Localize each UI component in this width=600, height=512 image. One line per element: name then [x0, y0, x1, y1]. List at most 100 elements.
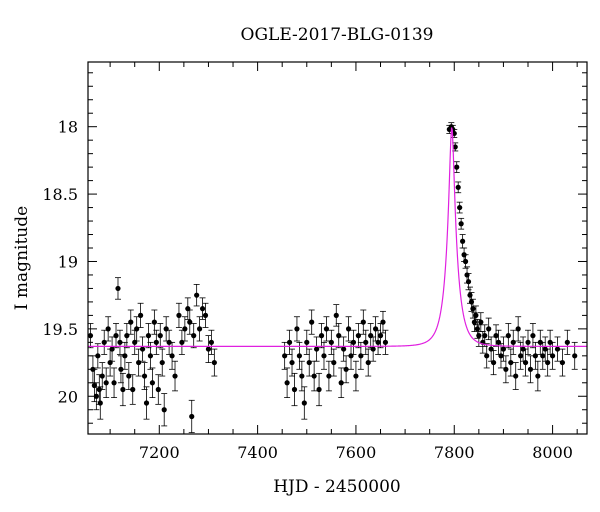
data-point	[508, 359, 514, 366]
data-point	[370, 346, 376, 352]
data-point	[172, 373, 178, 379]
data-point	[289, 359, 295, 366]
data-point	[537, 339, 543, 345]
data-point	[564, 339, 570, 345]
data-point	[360, 319, 366, 325]
data-point	[377, 333, 384, 339]
data-point	[454, 164, 460, 170]
data-point	[343, 366, 349, 372]
model-curve-group	[88, 127, 587, 347]
data-point	[328, 339, 334, 345]
data-point	[484, 353, 490, 359]
data-point	[518, 353, 524, 359]
data-point	[187, 319, 193, 325]
data-point	[559, 359, 566, 366]
data-point	[554, 346, 561, 352]
data-point	[532, 353, 538, 359]
data-point	[139, 346, 146, 352]
data-point	[503, 366, 509, 372]
data-point	[306, 359, 312, 366]
data-point	[382, 339, 389, 345]
data-point	[91, 382, 97, 389]
data-point	[194, 292, 200, 298]
axis-ticks: 7200 7400 7600 7800 8000 18 18.5 19 19.5 20	[42, 62, 587, 462]
data-point	[107, 359, 113, 366]
x-tick-label: 7600	[336, 443, 377, 462]
data-point	[161, 407, 167, 413]
data-point	[169, 353, 175, 359]
data-point	[90, 366, 96, 372]
data-point	[530, 333, 536, 339]
data-point	[87, 333, 94, 339]
data-point	[458, 221, 464, 227]
data-point	[141, 373, 148, 379]
data-point	[149, 380, 156, 386]
data-point	[196, 326, 203, 332]
data-point	[455, 184, 461, 190]
x-tick-label: 7800	[434, 443, 475, 462]
data-point	[182, 326, 188, 332]
data-point	[126, 373, 132, 379]
data-point	[153, 339, 159, 345]
data-point	[358, 353, 364, 359]
data-point	[460, 238, 466, 244]
error-bars	[87, 122, 578, 434]
data-point	[515, 326, 521, 332]
data-point	[176, 312, 182, 318]
data-point	[166, 339, 172, 345]
x-tick-label: 8000	[532, 443, 573, 462]
data-point	[316, 386, 322, 393]
data-point	[540, 353, 546, 359]
data-point	[510, 339, 516, 345]
data-point	[95, 353, 101, 359]
data-point	[208, 339, 214, 345]
data-point	[130, 386, 136, 393]
data-point	[113, 333, 119, 339]
y-tick-label: 20	[58, 387, 78, 406]
data-point	[117, 339, 123, 345]
data-point	[465, 279, 472, 285]
plot-frame	[87, 61, 588, 435]
data-point	[368, 333, 374, 339]
data-point	[482, 333, 488, 339]
data-point	[318, 333, 325, 339]
data-point	[301, 400, 307, 406]
data-point	[159, 359, 165, 366]
data-point	[323, 326, 330, 332]
data-point	[99, 373, 105, 379]
data-points	[87, 124, 578, 420]
data-point	[299, 373, 305, 379]
data-point	[284, 380, 290, 386]
data-point	[147, 353, 154, 359]
data-point	[363, 339, 369, 345]
data-point	[132, 339, 138, 345]
data-point	[500, 346, 507, 352]
data-point	[163, 326, 169, 332]
data-point	[134, 326, 140, 332]
data-point	[311, 373, 317, 379]
data-point	[205, 346, 212, 352]
data-point	[189, 413, 195, 420]
data-point	[145, 333, 152, 339]
data-point	[304, 339, 310, 345]
data-point	[326, 373, 332, 379]
data-point	[286, 339, 293, 345]
data-point	[452, 144, 458, 150]
data-point	[120, 386, 126, 393]
data-point	[520, 346, 526, 352]
data-point	[155, 386, 161, 393]
data-point	[333, 312, 339, 318]
data-point	[103, 380, 109, 386]
data-point	[513, 373, 519, 379]
data-point	[486, 326, 492, 332]
data-point	[202, 312, 209, 318]
x-tick-label: 7200	[139, 443, 180, 462]
x-tick-label: 7400	[237, 443, 278, 462]
data-point	[93, 393, 99, 399]
data-point	[191, 333, 197, 339]
data-point	[124, 333, 130, 339]
data-point	[179, 339, 185, 345]
data-point	[348, 353, 354, 359]
data-point	[331, 359, 337, 366]
data-point	[473, 312, 479, 318]
